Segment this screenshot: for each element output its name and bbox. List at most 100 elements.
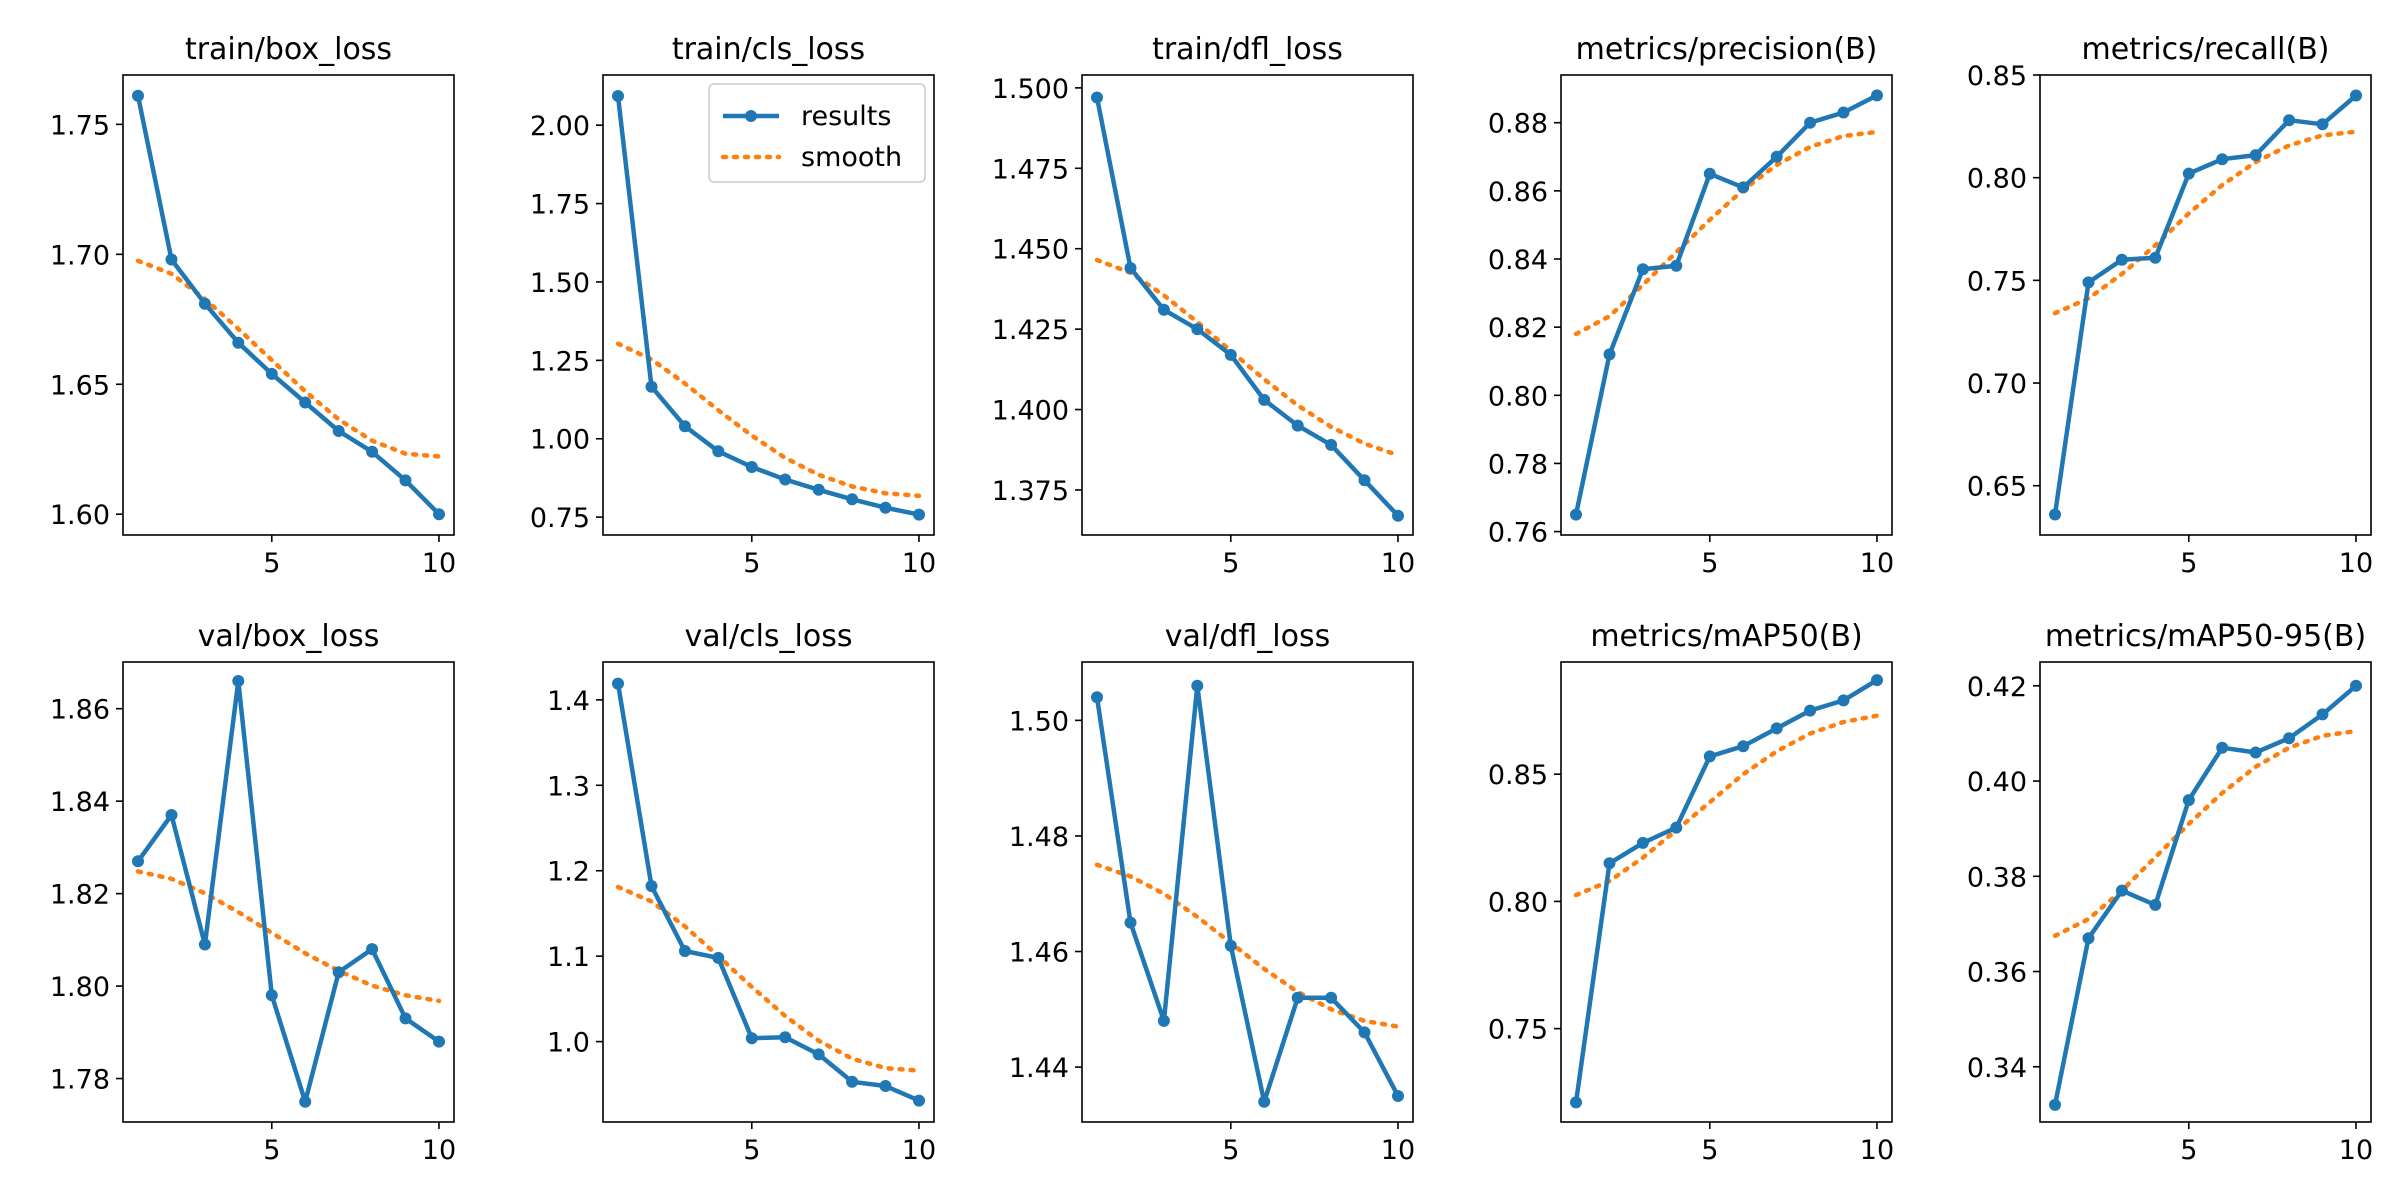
metrics-precision-b-results-point [1636,263,1649,276]
metrics-precision-b-results-point [1804,116,1817,129]
train-box-loss-y-tick-label: 1.75 [50,110,110,141]
metrics-precision-b-results-point [1603,348,1616,361]
train-box-loss-results-point [332,425,345,437]
metrics-map50-b-results-point [1770,722,1783,735]
metrics-map50-95-b-y-tick-label: 0.34 [1967,1053,2027,1084]
metrics-map50-b-results-point [1670,821,1683,834]
val-box-loss-y-tick-label: 1.82 [50,880,110,911]
metrics-map50-95-b-title: metrics/mAP50-95(B) [2045,619,2366,654]
val-box-loss-title: val/box_loss [198,619,380,654]
val-box-loss-results-line [136,678,441,1104]
metrics-recall-b-results-point [2049,508,2061,521]
metrics-map50-95-b-y-tick-label: 0.36 [1967,958,2027,989]
metrics-map50-b-y-tick-label: 0.80 [1488,887,1548,918]
metrics-map50-95-b-axes-frame [2039,661,2372,1123]
metrics-precision-b-title: metrics/precision(B) [1576,32,1878,67]
train-box-loss-results-point [132,89,144,102]
metrics-map50-95-b-x-tick-label: 5 [2180,1135,2197,1166]
metrics-recall-b-axes-frame [2039,74,2372,536]
val-dfl-loss-y-tick-label: 1.50 [1009,706,1069,737]
metrics-precision-b-y-tick-label: 0.88 [1488,109,1548,140]
val-box-loss-results-point [165,809,178,821]
val-box-loss-results-point [299,1095,312,1108]
metrics-precision-b-results-point [1570,508,1582,521]
metrics-recall-b-x-tick-label: 5 [2180,548,2197,579]
val-cls-loss-y-tick-label: 1.0 [547,1028,590,1059]
metrics-precision-b-y-tick-label: 0.76 [1488,518,1548,549]
metrics-recall-b-results-point [2182,167,2195,180]
metrics-recall-b-results-point [2115,253,2128,266]
metrics-map50-95-b-results-point [2350,679,2362,692]
val-dfl-loss-axes-frame [1081,661,1414,1123]
train-cls-loss-smooth-line [615,341,922,499]
train-dfl-loss-panel: train/dfl_loss 5 10 1.375 1.400 1.425 1.450 1.4… [992,32,1415,579]
metrics-map50-95-b-results-point [2283,732,2296,745]
train-dfl-loss-y-tick-label: 1.400 [992,396,1069,427]
val-dfl-loss-x-tick-label: 10 [1381,1135,1415,1166]
val-dfl-loss-y-tick-label: 1.48 [1009,822,1069,853]
metrics-map50-95-b-results-point [2249,746,2262,759]
train-cls-loss-y-tick-label: 1.25 [530,346,590,377]
val-box-loss-y-tick-label: 1.78 [50,1065,110,1096]
val-dfl-loss-results-line [1094,683,1400,1105]
train-cls-loss-panel: train/cls_loss 5 10 0.75 1.00 1.25 1.50 1.75 2.0… [530,32,936,579]
metrics-precision-b-y-tick-label: 0.84 [1488,245,1548,276]
metrics-map50-95-b-results-point [2316,708,2329,721]
val-dfl-loss-y-tick-label: 1.44 [1009,1053,1069,1084]
metrics-map50-b-results-point [1570,1096,1582,1109]
metrics-recall-b-results-point [2350,89,2362,102]
val-cls-loss-results-point [812,1048,825,1061]
train-box-loss-results-line [135,95,441,516]
train-cls-loss-y-tick-label: 0.75 [530,503,590,534]
val-box-loss-panel: val/box_loss 5 10 1.78 1.80 1.82 1.84 1.86 [50,619,456,1166]
metrics-precision-b-results-point [1837,106,1850,119]
val-box-loss-results-point [132,855,144,868]
train-box-loss-results-point [165,253,178,266]
train-cls-loss-results-point [913,508,925,521]
metrics-recall-b-y-tick-label: 0.70 [1967,369,2027,400]
metrics-precision-b-smooth-line [1573,129,1880,337]
train-box-loss-smooth-line [135,258,442,459]
val-cls-loss-results-point [745,1032,758,1045]
metrics-map50-95-b-results-point [2149,898,2162,911]
metrics-map50-b-title: metrics/mAP50(B) [1590,619,1862,654]
val-cls-loss-results-point [678,945,691,957]
metrics-precision-b-results-point [1703,167,1716,180]
train-cls-loss-results-point [846,493,859,506]
metrics-map50-95-b-panel: metrics/mAP50-95(B) 5 10 0.34 0.36 0.38 0.40 0.… [1967,619,2373,1166]
val-cls-loss-results-line [615,683,920,1103]
val-dfl-loss-smooth-line [1094,862,1401,1029]
val-box-loss-smooth-line [135,869,442,1004]
train-cls-loss-results-point [745,461,758,473]
metrics-recall-b-results-line [2052,93,2358,515]
metrics-precision-b-results-line [1573,93,1879,516]
metrics-recall-b-results-point [2283,114,2296,127]
metrics-map50-b-x-tick-label: 10 [1860,1135,1894,1166]
metrics-map50-b-results-point [1603,857,1616,870]
legend-box [708,83,926,183]
train-cls-loss-results-point [812,483,825,496]
train-box-loss-results-point [265,367,278,380]
train-cls-loss-results-point [779,473,792,486]
train-dfl-loss-results-point [1091,91,1103,104]
metrics-recall-b-results-point [2149,251,2162,264]
metrics-map50-95-b-y-tick-label: 0.38 [1967,862,2027,893]
val-box-loss-y-tick-label: 1.84 [50,787,110,818]
metrics-map50-b-results-point [1871,674,1883,687]
train-dfl-loss-results-point [1325,438,1338,451]
val-dfl-loss-results-point [1191,679,1204,692]
val-dfl-loss-results-point [1325,991,1338,1004]
metrics-map50-95-b-results-point [2115,884,2128,897]
train-dfl-loss-smooth-line [1094,257,1401,458]
val-cls-loss-x-tick-label: 5 [743,1135,760,1166]
train-box-loss-results-point [299,396,312,409]
metrics-precision-b-results-point [1770,150,1783,163]
val-cls-loss-panel: val/cls_loss 5 10 1.0 1.1 1.2 1.3 1.4 [547,619,936,1166]
legend-smooth-label: smooth [801,142,902,173]
val-dfl-loss-title: val/dfl_loss [1165,619,1330,654]
val-cls-loss-results-point [612,677,624,690]
val-box-loss-results-point [433,1035,445,1048]
train-box-loss-axes-frame [122,74,455,536]
metrics-map50-b-results-point [1737,740,1750,753]
